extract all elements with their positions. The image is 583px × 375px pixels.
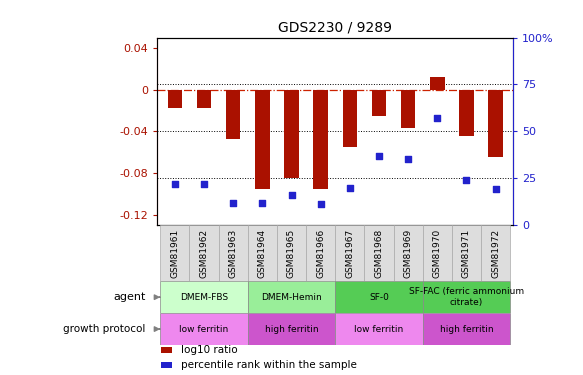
Text: GSM81965: GSM81965	[287, 229, 296, 278]
Text: high ferritin: high ferritin	[265, 324, 318, 334]
Point	[374, 153, 384, 159]
Bar	[423, 281, 510, 313]
Point	[287, 192, 296, 198]
Text: GSM81972: GSM81972	[491, 229, 500, 278]
Bar	[306, 225, 335, 281]
Text: GSM81962: GSM81962	[199, 229, 209, 278]
Text: log10 ratio: log10 ratio	[181, 345, 237, 355]
Bar	[335, 281, 423, 313]
Text: high ferritin: high ferritin	[440, 324, 493, 334]
Bar	[160, 225, 189, 281]
Bar	[459, 90, 474, 136]
Bar	[401, 90, 415, 128]
Bar	[285, 90, 299, 178]
Text: SF-0: SF-0	[369, 292, 389, 302]
Text: GSM81961: GSM81961	[170, 229, 180, 278]
Bar	[277, 225, 306, 281]
Text: GSM81970: GSM81970	[433, 229, 442, 278]
Bar	[364, 225, 394, 281]
Text: growth protocol: growth protocol	[64, 324, 146, 334]
Text: GSM81967: GSM81967	[345, 229, 354, 278]
Bar	[423, 225, 452, 281]
Point	[199, 181, 209, 187]
Text: GSM81968: GSM81968	[374, 229, 384, 278]
Bar	[335, 225, 364, 281]
Text: GSM81966: GSM81966	[316, 229, 325, 278]
Point	[403, 156, 413, 162]
Bar	[343, 90, 357, 147]
Bar	[189, 225, 219, 281]
Title: GDS2230 / 9289: GDS2230 / 9289	[278, 21, 392, 35]
Bar	[168, 90, 182, 108]
Bar	[160, 281, 248, 313]
Bar	[226, 90, 241, 138]
Point	[462, 177, 471, 183]
Point	[258, 200, 267, 206]
Point	[170, 181, 180, 187]
Bar	[160, 313, 248, 345]
Text: DMEM-FBS: DMEM-FBS	[180, 292, 228, 302]
Text: low ferritin: low ferritin	[354, 324, 403, 334]
Bar	[161, 347, 171, 353]
Point	[229, 200, 238, 206]
Bar	[489, 90, 503, 157]
Bar	[423, 313, 510, 345]
Point	[433, 115, 442, 121]
Bar	[335, 313, 423, 345]
Bar	[255, 90, 269, 189]
Bar	[248, 225, 277, 281]
Text: SF-FAC (ferric ammonium
citrate): SF-FAC (ferric ammonium citrate)	[409, 288, 524, 307]
Text: DMEM-Hemin: DMEM-Hemin	[261, 292, 322, 302]
Bar	[219, 225, 248, 281]
Bar	[248, 313, 335, 345]
Bar	[394, 225, 423, 281]
Bar	[161, 362, 171, 368]
Bar	[481, 225, 510, 281]
Text: GSM81964: GSM81964	[258, 229, 267, 278]
Bar	[314, 90, 328, 189]
Bar	[452, 225, 481, 281]
Bar	[430, 77, 445, 90]
Point	[316, 201, 325, 207]
Text: GSM81971: GSM81971	[462, 229, 471, 278]
Text: agent: agent	[113, 292, 146, 302]
Bar	[197, 90, 211, 108]
Text: GSM81963: GSM81963	[229, 229, 238, 278]
Text: percentile rank within the sample: percentile rank within the sample	[181, 360, 356, 370]
Bar	[372, 90, 386, 116]
Point	[491, 186, 500, 192]
Text: GSM81969: GSM81969	[403, 229, 413, 278]
Point	[345, 184, 354, 190]
Bar	[248, 281, 335, 313]
Text: low ferritin: low ferritin	[180, 324, 229, 334]
